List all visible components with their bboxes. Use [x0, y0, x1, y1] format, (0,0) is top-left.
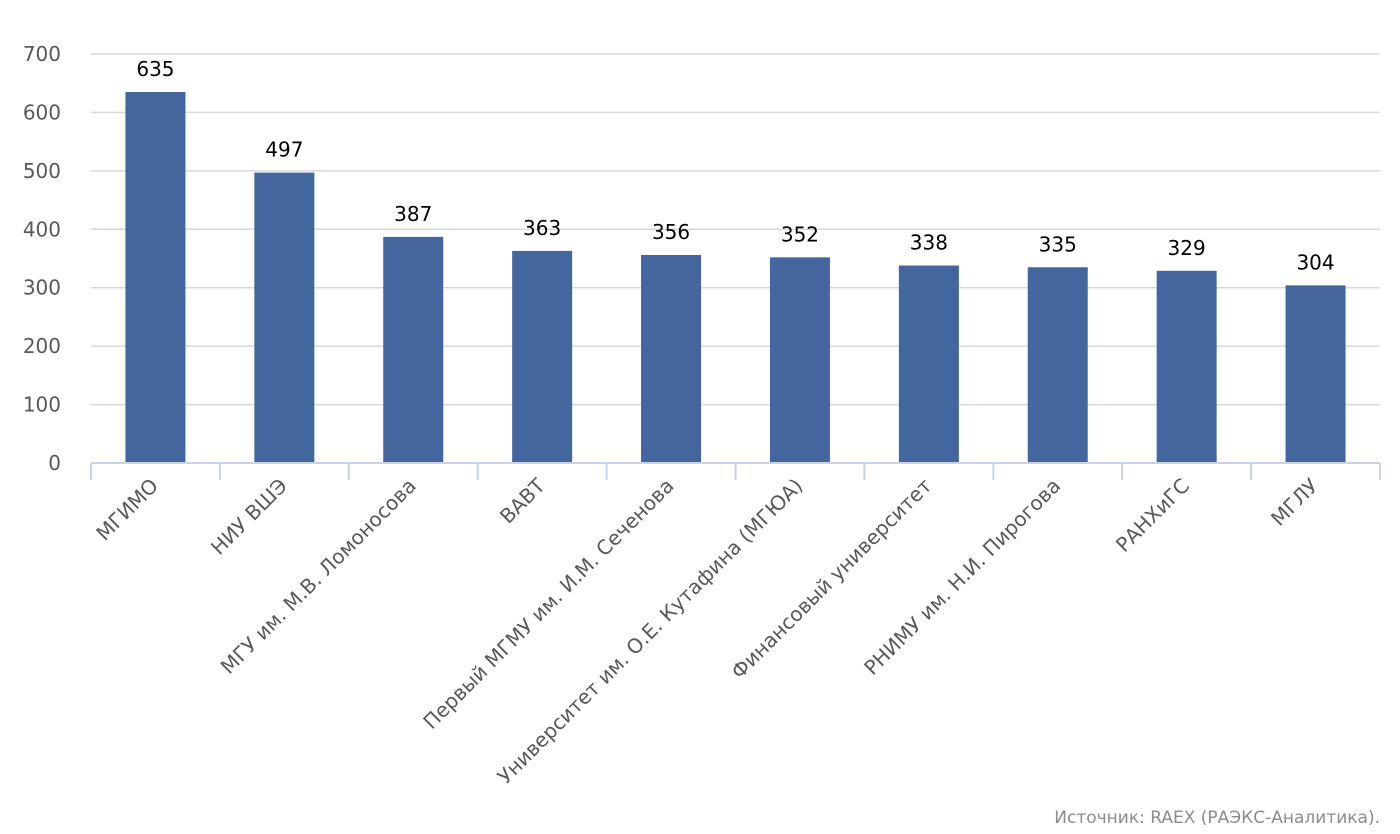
data-label: 387 [394, 202, 432, 226]
bar [1285, 285, 1346, 463]
bar [383, 236, 444, 463]
data-label: 356 [652, 220, 690, 244]
y-tick-label: 300 [23, 276, 61, 300]
data-label: 338 [910, 231, 948, 255]
bar [125, 91, 186, 463]
data-label: 497 [265, 138, 303, 162]
y-tick-label: 600 [23, 100, 61, 124]
data-label: 363 [523, 216, 561, 240]
category-label: МГИМО [91, 474, 163, 546]
bar [769, 257, 830, 463]
y-tick-label: 500 [23, 159, 61, 183]
x-axis [90, 462, 1381, 480]
data-label: 635 [136, 57, 174, 81]
category-label: НИУ ВШЭ [206, 474, 292, 560]
category-label: РАНХиГС [1111, 474, 1194, 557]
y-tick-label: 100 [23, 393, 61, 417]
data-label: 335 [1039, 232, 1077, 256]
source-note: Источник: RAEX (РАЭКС-Аналитика). [1054, 808, 1380, 828]
data-label: 304 [1296, 250, 1334, 274]
category-label: Университет им. О.Е. Кутафина (МГЮА) [493, 474, 808, 789]
category-label: ВАВТ [495, 473, 550, 528]
bar [898, 265, 959, 463]
data-labels: 635 497 387 363 356 352 338 335 329 304 [136, 57, 1334, 274]
category-label: МГЛУ [1266, 474, 1323, 531]
bar [1156, 270, 1217, 463]
y-tick-label: 700 [23, 42, 61, 66]
category-label: Первый МГМУ им. И.М. Сеченова [418, 474, 678, 734]
y-axis-ticks: 0 100 200 300 400 500 600 700 [23, 42, 61, 475]
bar [641, 254, 702, 463]
bar [1027, 267, 1088, 463]
y-tick-label: 200 [23, 334, 61, 358]
y-tick-label: 400 [23, 217, 61, 241]
bars [125, 91, 1346, 464]
data-label: 352 [781, 222, 819, 246]
bar [512, 250, 573, 463]
data-label: 329 [1168, 236, 1206, 260]
y-tick-label: 0 [48, 451, 61, 475]
bar [254, 172, 315, 464]
